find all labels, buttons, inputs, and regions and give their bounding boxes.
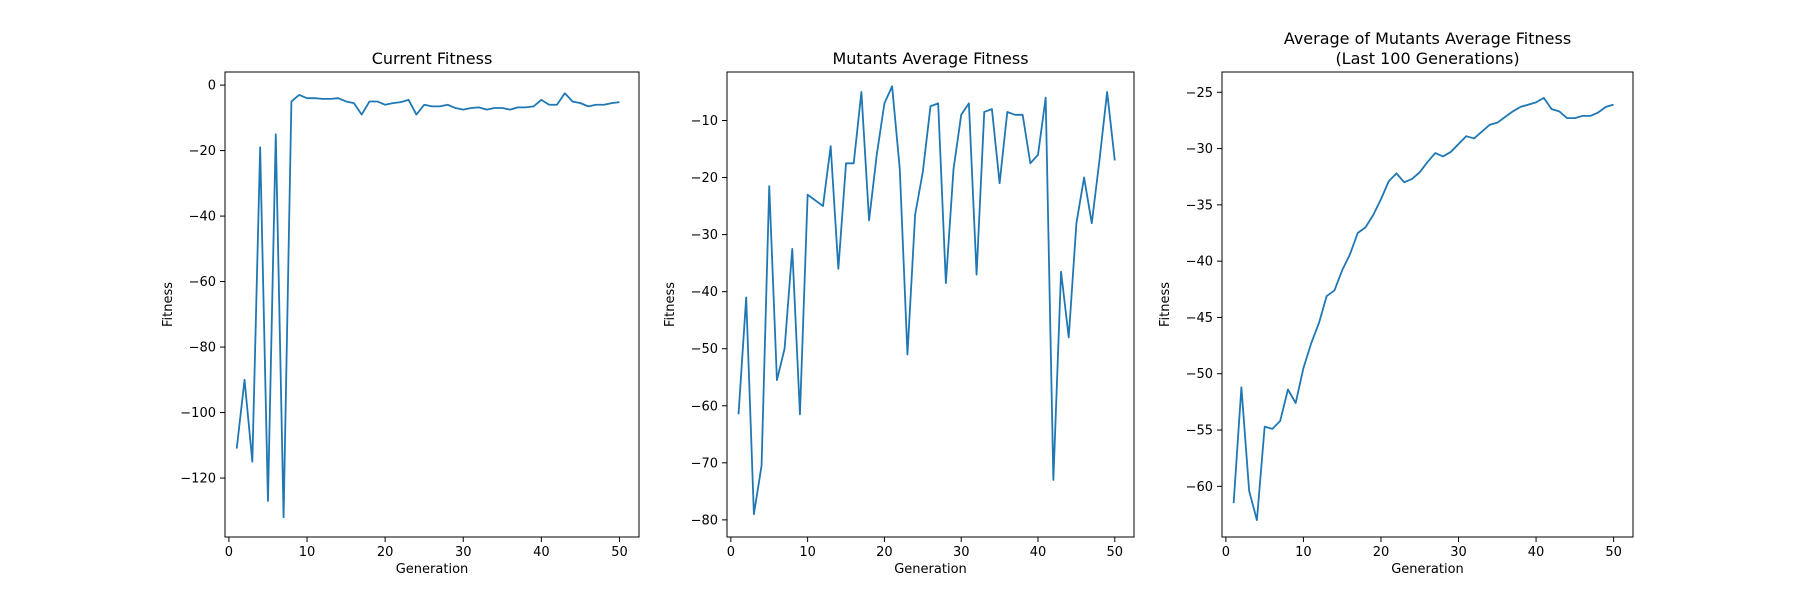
average-of-mutants-series-line xyxy=(1232,97,1614,522)
average-of-mutants-panel: 0 10 20 30 40 50 −25 −30 −35 −40 −45 −50 −55 −60 Gener… xyxy=(1158,29,1634,577)
current-fitness-x-tick-label: 0 xyxy=(225,545,233,560)
average-of-mutants-x-tick-label: 50 xyxy=(1605,545,1622,560)
current-fitness-y-tick-label: −120 xyxy=(180,472,216,487)
average-of-mutants-plot-frame xyxy=(1221,71,1634,538)
current-fitness-panel: 0 10 20 30 40 50 0 −20 −40 −60 −80 −100 −120 Generati… xyxy=(161,49,640,577)
average-of-mutants-title-line: Average of Mutants Average Fitness xyxy=(1284,29,1571,48)
current-fitness-y-tick-label: −60 xyxy=(189,275,216,290)
current-fitness-x-tick-label: 50 xyxy=(611,545,628,560)
mutants-average-fitness-title-line: Mutants Average Fitness xyxy=(832,49,1028,68)
current-fitness-x-tick-label: 10 xyxy=(299,545,316,560)
mutants-average-fitness-y-tick-label: −30 xyxy=(691,228,718,243)
average-of-mutants-x-tick-label: 30 xyxy=(1450,545,1467,560)
average-of-mutants-y-tick-label: −40 xyxy=(1186,255,1213,270)
mutants-average-fitness-y-tick-label: −20 xyxy=(691,171,718,186)
mutants-average-fitness-x-tick-label: 20 xyxy=(876,545,893,560)
mutants-average-fitness-x-tick-label: 40 xyxy=(1030,545,1047,560)
current-fitness-y-tick-label: −40 xyxy=(189,210,216,225)
current-fitness-title-line: Current Fitness xyxy=(372,49,493,68)
average-of-mutants-x-tick-label: 10 xyxy=(1295,545,1312,560)
current-fitness-series-line xyxy=(235,92,620,519)
mutants-average-fitness-x-tick-label: 0 xyxy=(727,545,735,560)
average-of-mutants-y-axis-label: Fitness xyxy=(1158,282,1173,327)
average-of-mutants-y-tick-label: −25 xyxy=(1186,86,1213,101)
mutants-average-fitness-x-tick-label: 10 xyxy=(799,545,816,560)
mutants-average-fitness-plot-frame xyxy=(726,71,1135,538)
average-of-mutants-y-tick-label: −30 xyxy=(1186,142,1213,157)
current-fitness-y-tick-label: −20 xyxy=(189,144,216,159)
average-of-mutants-x-tick-label: 0 xyxy=(1222,545,1230,560)
average-of-mutants-y-tick-label: −45 xyxy=(1186,311,1213,326)
mutants-average-fitness-y-tick-label: −40 xyxy=(691,285,718,300)
current-fitness-y-tick-label: −100 xyxy=(180,406,216,421)
mutants-average-fitness-y-axis-label: Fitness xyxy=(663,282,678,327)
current-fitness-x-axis-label: Generation xyxy=(396,562,469,577)
mutants-average-fitness-panel: 0 10 20 30 40 50 −10 −20 −30 −40 −50 −60 −70 −80 Gener… xyxy=(663,49,1135,577)
current-fitness-y-tick-label: 0 xyxy=(208,79,216,94)
average-of-mutants-x-tick-label: 20 xyxy=(1373,545,1390,560)
mutants-average-fitness-y-tick-label: −80 xyxy=(691,513,718,528)
current-fitness-y-tick-label: −80 xyxy=(189,341,216,356)
mutants-average-fitness-y-tick-label: −70 xyxy=(691,456,718,471)
mutants-average-fitness-y-tick-label: −60 xyxy=(691,399,718,414)
mutants-average-fitness-x-axis-label: Generation xyxy=(894,562,967,577)
current-fitness-y-axis-label: Fitness xyxy=(161,282,176,327)
average-of-mutants-y-tick-label: −35 xyxy=(1186,198,1213,213)
average-of-mutants-title-line: (Last 100 Generations) xyxy=(1335,49,1519,68)
mutants-average-fitness-x-tick-label: 50 xyxy=(1107,545,1124,560)
current-fitness-x-tick-label: 20 xyxy=(377,545,394,560)
mutants-average-fitness-y-tick-label: −10 xyxy=(691,114,718,129)
mutants-average-fitness-x-tick-label: 30 xyxy=(953,545,970,560)
current-fitness-x-tick-label: 30 xyxy=(455,545,472,560)
mutants-average-fitness-y-tick-label: −50 xyxy=(691,342,718,357)
current-fitness-x-tick-label: 40 xyxy=(533,545,550,560)
average-of-mutants-x-tick-label: 40 xyxy=(1528,545,1545,560)
current-fitness-plot-frame xyxy=(224,71,640,538)
average-of-mutants-x-axis-label: Generation xyxy=(1391,562,1464,577)
mutants-average-fitness-series-line xyxy=(737,85,1116,516)
average-of-mutants-y-tick-label: −50 xyxy=(1186,367,1213,382)
average-of-mutants-y-tick-label: −55 xyxy=(1186,424,1213,439)
average-of-mutants-y-tick-label: −60 xyxy=(1186,480,1213,495)
